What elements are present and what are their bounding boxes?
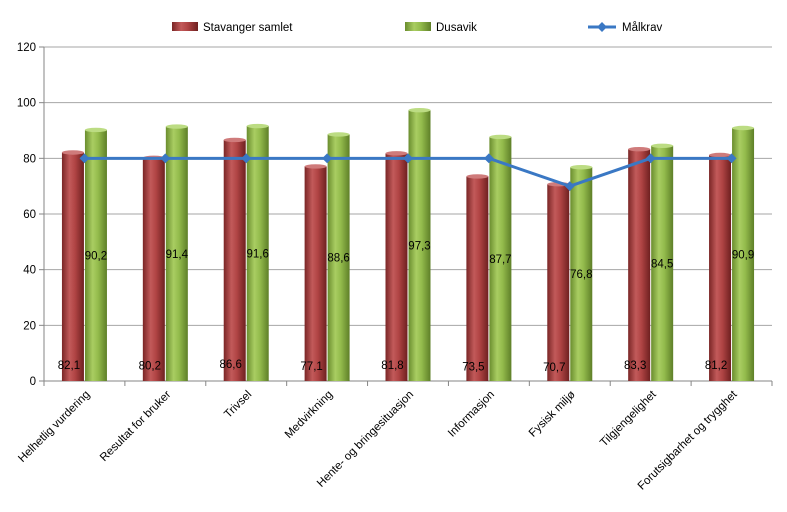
y-tick-label: 100: [17, 98, 36, 110]
bar-top: [709, 152, 732, 158]
y-tick-label: 60: [23, 209, 36, 221]
malkrav-marker: [403, 153, 413, 164]
y-tick-label: 0: [30, 376, 36, 388]
legend-swatch: [172, 22, 198, 31]
bar-dusavik: [84, 129, 107, 381]
x-tick-label: Informasjon: [446, 389, 497, 440]
bar-top: [327, 132, 350, 137]
data-label: 82,1: [58, 360, 80, 372]
x-tick-label: Helhetlig vurdering: [16, 389, 92, 465]
bar-stavanger: [628, 149, 651, 381]
bar-top: [408, 107, 431, 113]
data-label: 81,8: [381, 360, 403, 372]
bar-stavanger: [709, 154, 732, 381]
data-label: 73,5: [462, 362, 484, 374]
bar-dusavik: [408, 110, 431, 381]
target-line: [79, 153, 737, 192]
bar-stavanger: [385, 153, 408, 381]
bar-top: [651, 143, 674, 149]
x-tick-label: Resultat for bruker: [98, 389, 173, 464]
legend-label: Stavanger samlet: [203, 22, 293, 34]
bar-dusavik: [732, 127, 755, 382]
x-tick-label: Tilgjengelighet: [598, 388, 659, 449]
data-label: 91,6: [247, 249, 269, 261]
bar-dusavik: [327, 134, 350, 381]
bar-dusavik: [165, 126, 188, 381]
x-tick-label: Fysisk miljø: [527, 389, 578, 440]
bar-stavanger: [547, 184, 570, 381]
y-tick-label: 20: [23, 320, 36, 332]
bar-stavanger: [142, 157, 165, 381]
malkrav-marker: [726, 153, 737, 164]
bar-top: [84, 127, 107, 133]
malkrav-marker: [483, 153, 494, 164]
bar-top: [246, 123, 269, 129]
bar-top: [732, 125, 755, 131]
data-labels: 82,1 80,2 86,6 77,1 81,8 73,5 70,7 83,3 81,2 90,2…: [58, 241, 755, 375]
bar-dusavik: [651, 145, 674, 381]
bar-dusavik: [570, 167, 593, 381]
data-label: 84,5: [651, 258, 673, 270]
legend-label: Dusavik: [436, 22, 477, 34]
bar-stavanger: [61, 152, 84, 381]
y-tick-label: 120: [17, 42, 36, 54]
legend-swatch: [405, 22, 431, 31]
data-label: 97,3: [408, 241, 430, 253]
data-label: 83,3: [624, 360, 646, 372]
bar-top: [628, 146, 651, 152]
legend: Stavanger samlet Dusavik Målkrav: [172, 22, 663, 34]
malkrav-marker: [564, 181, 575, 192]
bar-top: [304, 164, 327, 169]
data-label: 90,9: [732, 249, 754, 261]
data-label: 86,6: [220, 359, 242, 371]
data-label: 90,2: [85, 250, 107, 262]
bar-top: [570, 165, 593, 170]
bar-top: [165, 124, 188, 129]
x-tick-label: Hente- og bringesituasjon: [315, 389, 416, 490]
data-label: 81,2: [705, 360, 727, 372]
data-label: 87,7: [489, 254, 511, 266]
bars: [61, 107, 755, 382]
data-label: 70,7: [543, 362, 565, 374]
data-label: 80,2: [139, 360, 161, 372]
bar-stavanger: [304, 166, 327, 381]
y-tick-label: 80: [23, 153, 36, 165]
y-tick-label: 40: [23, 265, 36, 277]
bar-top: [385, 151, 408, 156]
malkrav-marker: [241, 153, 252, 164]
legend-label: Målkrav: [622, 22, 663, 34]
bar-stavanger: [466, 176, 489, 381]
data-label: 88,6: [327, 253, 349, 265]
malkrav-marker: [79, 153, 90, 164]
bar-top: [223, 137, 246, 143]
malkrav-marker: [160, 153, 171, 164]
data-label: 76,8: [570, 269, 592, 281]
malkrav-marker: [322, 153, 333, 164]
bar-top: [61, 150, 84, 155]
bar-top: [489, 134, 512, 140]
data-label: 91,4: [166, 249, 189, 261]
bar-top: [466, 174, 489, 179]
bar-stavanger: [223, 139, 246, 381]
bar-dusavik: [246, 126, 269, 382]
bar-dusavik: [489, 136, 512, 381]
malkrav-marker: [645, 153, 656, 164]
data-label: 77,1: [300, 361, 322, 373]
legend-marker: [597, 22, 607, 32]
x-tick-label: Medvirkning: [283, 389, 335, 441]
x-tick-label: Trivsel: [222, 389, 254, 421]
